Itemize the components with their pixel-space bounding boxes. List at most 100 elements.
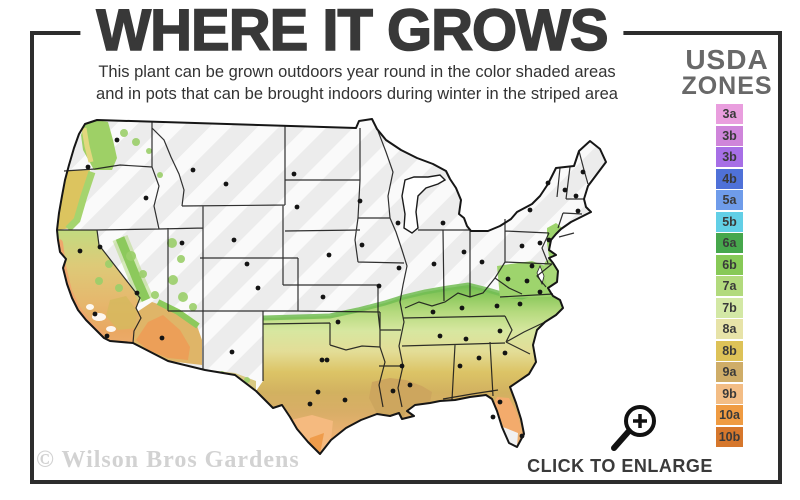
city-dot: [459, 305, 465, 311]
city-dot: [580, 169, 586, 175]
legend-zone-chip: 6a: [716, 233, 743, 253]
city-dot: [537, 240, 543, 246]
city-dot: [519, 433, 525, 439]
legend-zone-chip: 6b: [716, 254, 743, 275]
city-dot: [519, 243, 525, 249]
city-dot: [359, 242, 365, 248]
city-dot: [463, 336, 469, 342]
city-dot: [324, 357, 330, 363]
city-dot: [537, 289, 543, 295]
city-dot: [431, 261, 437, 267]
city-dots: [77, 137, 586, 439]
city-dot: [376, 283, 382, 289]
washington-coast-strip: [81, 127, 94, 163]
legend-zone-chip: 9b: [716, 383, 743, 404]
legend-title-zones: ZONES: [681, 72, 773, 100]
click-to-enlarge-button[interactable]: CLICK TO ENLARGE: [527, 456, 713, 476]
city-dot: [97, 244, 103, 250]
city-dot: [399, 363, 405, 369]
legend-zone-chip: 8a: [716, 319, 743, 339]
city-dot: [307, 401, 313, 407]
city-dot: [573, 193, 579, 199]
state-borders: [57, 122, 589, 408]
city-dot: [407, 382, 413, 388]
city-dot: [134, 290, 140, 296]
city-dot: [85, 164, 91, 170]
city-dot: [440, 220, 446, 226]
city-dot: [546, 237, 552, 243]
subtitle-line-1: This plant can be grown outdoors year ro…: [98, 63, 616, 81]
city-dot: [77, 248, 83, 254]
city-dot: [529, 263, 535, 269]
mountain-white-patch: [106, 326, 116, 332]
subtitle: This plant can be grown outdoors year ro…: [96, 62, 618, 106]
mountain-white-patch: [86, 304, 94, 310]
city-dot: [494, 303, 500, 309]
city-dot: [396, 265, 402, 271]
city-dot: [244, 261, 250, 267]
city-dot: [437, 333, 443, 339]
legend-zone-chip: 9a: [716, 362, 743, 382]
city-dot: [159, 335, 165, 341]
legend-zone-chip: 8b: [716, 340, 743, 361]
city-dot: [497, 328, 503, 334]
oregon-coast-gold: [57, 170, 90, 230]
city-dot: [231, 237, 237, 243]
city-dot: [390, 388, 396, 394]
legend-zone-chip: 3b: [716, 147, 743, 167]
city-dot: [223, 181, 229, 187]
city-dot: [476, 355, 482, 361]
mountain-green-patches: [95, 129, 250, 383]
south-zone-shading: [256, 285, 563, 454]
south-texas-peach: [291, 415, 333, 454]
legend-zone-chip: 7b: [716, 297, 743, 318]
city-dot: [524, 278, 530, 284]
city-dot: [502, 350, 508, 356]
city-dot: [497, 399, 503, 405]
city-dot: [315, 389, 321, 395]
us-outline: [56, 118, 607, 455]
city-dot: [92, 311, 98, 317]
city-dot: [319, 357, 325, 363]
city-dot: [479, 259, 485, 265]
city-dot: [104, 333, 110, 339]
legend-zone-chip: 10b: [716, 426, 743, 447]
city-dot: [294, 204, 300, 210]
city-dot: [430, 309, 436, 315]
florida-white-tip: [503, 427, 518, 447]
city-dot: [457, 363, 463, 369]
city-dot: [143, 195, 149, 201]
city-dot: [190, 167, 196, 173]
mogollon-green: [156, 299, 200, 329]
city-dot: [545, 180, 551, 186]
city-dot: [255, 285, 261, 291]
city-dot: [179, 240, 185, 246]
chesapeake-bay: [536, 264, 545, 286]
legend-zone-chip: 3a: [716, 104, 743, 124]
legend-zone-chip: 5b: [716, 211, 743, 232]
oregon-inner-green: [65, 170, 96, 232]
legend-zone-chip: 5a: [716, 190, 743, 210]
legend-zone-chip: 4b: [716, 168, 743, 189]
city-dot: [320, 294, 326, 300]
city-dot: [461, 249, 467, 255]
magnifier-icon[interactable]: [600, 400, 670, 456]
legend-title-usda: USDA: [685, 44, 769, 75]
legend-zone-chip: 7a: [716, 276, 743, 296]
sierra-green: [115, 236, 151, 302]
city-dot: [335, 319, 341, 325]
city-dot: [562, 187, 568, 193]
texas-tip-orange: [309, 433, 324, 454]
city-dot: [326, 252, 332, 258]
florida-orange: [494, 397, 521, 438]
city-dot: [395, 220, 401, 226]
legend-zone-chip: 10a: [716, 405, 743, 425]
watermark: © Wilson Bros Gardens: [36, 447, 300, 473]
city-dot: [527, 207, 533, 213]
city-dot: [505, 276, 511, 282]
city-dot: [575, 208, 581, 214]
page-title: WHERE IT GROWS: [80, 1, 624, 60]
city-dot: [291, 171, 297, 177]
